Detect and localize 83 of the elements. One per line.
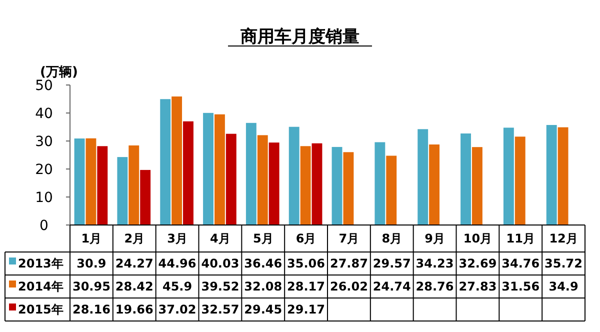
x-tick-label: 5月 [252, 232, 274, 246]
data-label: 27.83 [458, 280, 497, 294]
bar [128, 145, 140, 225]
data-label: 24.74 [372, 280, 411, 294]
x-tick-label: 7月 [338, 232, 360, 246]
bar [418, 129, 428, 225]
data-label: 31.56 [502, 280, 540, 294]
bar [97, 146, 108, 225]
legend-label: 2014年 [18, 280, 64, 294]
data-label: 30.9 [76, 256, 106, 271]
x-tick-label: 10月 [463, 232, 492, 246]
y-tick-label: 40 [35, 106, 53, 122]
bar [226, 134, 236, 225]
legend-label: 2015年 [18, 302, 64, 317]
bar [332, 146, 342, 225]
data-label: 24.27 [115, 256, 154, 271]
bar [429, 144, 440, 225]
data-label: 35.06 [287, 256, 326, 271]
data-label: 32.57 [201, 302, 240, 317]
bar [183, 121, 194, 225]
bar [257, 135, 268, 225]
y-axis-title: (万辆) [40, 65, 78, 80]
data-label: 19.66 [115, 302, 154, 317]
data-label: 28.76 [416, 280, 454, 294]
bar [312, 143, 322, 225]
bar [546, 124, 557, 225]
x-tick-label: 6月 [296, 232, 316, 246]
data-label: 35.72 [544, 256, 583, 271]
data-label: 44.96 [158, 256, 196, 271]
data-label: 34.9 [548, 280, 578, 294]
data-label: 40.03 [201, 256, 240, 271]
y-tick-label: 0 [40, 218, 48, 234]
x-tick-label: 9月 [424, 232, 445, 246]
y-tick-label: 10 [35, 190, 53, 206]
y-tick-label: 20 [35, 162, 53, 178]
bar [514, 136, 526, 225]
data-label: 28.42 [115, 280, 154, 294]
bar [117, 157, 128, 225]
data-label: 29.45 [244, 302, 282, 317]
bar [74, 138, 85, 225]
bar [246, 122, 256, 225]
bar [288, 126, 300, 225]
y-tick-label: 50 [35, 78, 53, 94]
data-label: 30.95 [72, 280, 110, 294]
y-tick-label: 30 [35, 134, 53, 150]
data-label: 29.17 [287, 302, 326, 317]
chart-title: 商用车月度销量 [240, 27, 360, 47]
x-tick-label: 4月 [210, 232, 230, 246]
data-label: 34.76 [502, 256, 540, 271]
bar [374, 142, 386, 225]
bar [86, 138, 96, 225]
x-tick-label: 2月 [124, 232, 145, 246]
data-label: 32.69 [458, 256, 497, 271]
data-label: 29.57 [372, 256, 411, 271]
bar [503, 128, 514, 225]
x-tick-label: 3月 [167, 232, 188, 246]
bar [268, 142, 280, 225]
bar [300, 146, 311, 225]
data-label: 45.9 [162, 280, 192, 294]
bar [214, 114, 225, 225]
data-label: 28.17 [287, 280, 326, 294]
data-label: 28.16 [72, 302, 110, 317]
bar [343, 152, 354, 225]
legend-label: 2013年 [18, 256, 64, 271]
data-label: 32.08 [244, 280, 282, 294]
bar [386, 156, 397, 225]
bar [472, 147, 482, 225]
bar [203, 112, 214, 225]
bar [160, 99, 171, 225]
x-tick-label: 8月 [382, 232, 402, 246]
bar [558, 127, 568, 225]
data-label: 34.23 [416, 256, 454, 271]
data-label: 36.46 [244, 256, 282, 271]
data-label: 27.87 [330, 256, 368, 271]
x-tick-label: 12月 [549, 232, 578, 246]
data-label: 37.02 [158, 302, 196, 317]
bar [172, 96, 182, 225]
bar [460, 133, 471, 225]
data-label: 39.52 [201, 280, 240, 294]
data-label: 26.02 [330, 280, 368, 294]
x-tick-label: 1月 [81, 232, 102, 246]
x-tick-label: 11月 [506, 232, 535, 246]
bar [140, 170, 151, 225]
